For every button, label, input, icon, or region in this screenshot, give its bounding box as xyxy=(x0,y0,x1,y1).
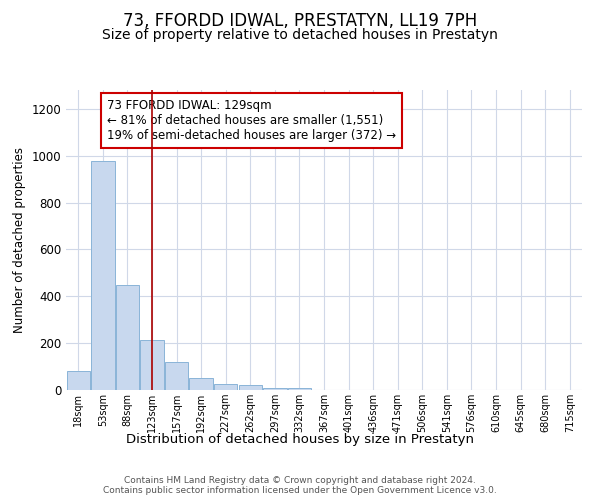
Bar xyxy=(214,384,238,390)
Bar xyxy=(288,388,311,390)
Y-axis label: Number of detached properties: Number of detached properties xyxy=(13,147,26,333)
Bar xyxy=(67,371,90,390)
Bar xyxy=(91,162,115,390)
Bar xyxy=(165,362,188,390)
Bar xyxy=(263,388,287,390)
Text: Size of property relative to detached houses in Prestatyn: Size of property relative to detached ho… xyxy=(102,28,498,42)
Bar xyxy=(190,378,213,390)
Text: Distribution of detached houses by size in Prestatyn: Distribution of detached houses by size … xyxy=(126,432,474,446)
Bar xyxy=(140,340,164,390)
Text: 73 FFORDD IDWAL: 129sqm
← 81% of detached houses are smaller (1,551)
19% of semi: 73 FFORDD IDWAL: 129sqm ← 81% of detache… xyxy=(107,99,397,142)
Bar xyxy=(239,386,262,390)
Text: 73, FFORDD IDWAL, PRESTATYN, LL19 7PH: 73, FFORDD IDWAL, PRESTATYN, LL19 7PH xyxy=(123,12,477,30)
Text: Contains HM Land Registry data © Crown copyright and database right 2024.
Contai: Contains HM Land Registry data © Crown c… xyxy=(103,476,497,495)
Bar xyxy=(116,284,139,390)
